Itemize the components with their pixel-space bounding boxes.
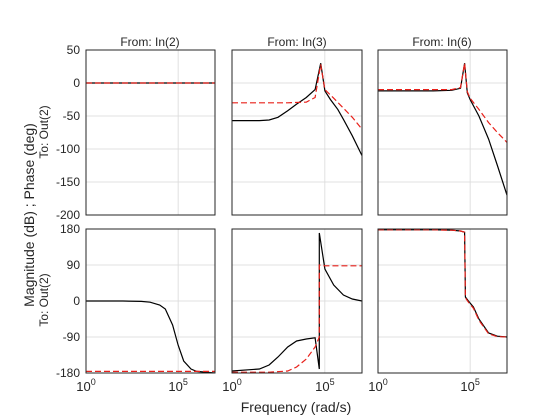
y-tick-label: 50 (67, 43, 81, 57)
series-line-dashed (378, 63, 507, 143)
panel-border (231, 228, 363, 374)
y-tick-label: -150 (56, 175, 80, 189)
y-tick-label: -200 (56, 208, 80, 222)
column-title-1: From: In(2) (120, 35, 179, 49)
x-tick-label: 100 (222, 377, 241, 394)
panel-phase-2: 100 105 (222, 228, 363, 394)
row-title-magnitude: To: Out(2) (37, 105, 51, 158)
panel-border (85, 228, 216, 374)
panel-magnitude-3 (377, 49, 508, 216)
series-group (232, 63, 362, 156)
x-axis-label: Frequency (rad/s) (241, 399, 351, 415)
series-line-solid (232, 232, 362, 372)
column-title-2: From: In(3) (267, 35, 326, 49)
panel-border (377, 228, 508, 374)
y-axis-label: Magnitude (dB) ; Phase (deg) (21, 123, 37, 307)
y-tick-label: 0 (73, 76, 80, 90)
y-tick-label: 0 (73, 294, 80, 308)
panel-magnitude-2 (231, 49, 363, 216)
x-tick-label: 105 (460, 377, 479, 394)
panel-magnitude-1: 50 0 -50 -100 -150 -200 (56, 43, 216, 222)
panel-frame (85, 49, 216, 216)
x-tick-label: 100 (76, 377, 95, 394)
series-group (232, 232, 362, 373)
x-tick-label: 105 (168, 377, 187, 394)
x-tick-label: 100 (368, 377, 387, 394)
panel-border (85, 49, 216, 216)
y-tick-label: -100 (56, 142, 80, 156)
y-tick-label: -90 (63, 330, 81, 344)
series-line-dashed (232, 64, 362, 130)
y-tick-label: 180 (60, 222, 80, 236)
series-group (378, 63, 507, 196)
series-line-solid (86, 300, 215, 373)
panel-frame (377, 49, 508, 216)
y-tick-label: 90 (67, 258, 81, 272)
column-title-3: From: In(6) (412, 35, 471, 49)
panel-phase-3: 100 105 (368, 228, 508, 394)
panel-frame (231, 49, 363, 216)
series-line-solid (232, 63, 362, 156)
y-tick-label: -180 (56, 366, 80, 380)
series-group (86, 300, 215, 373)
series-line-dashed (378, 229, 507, 338)
y-tick-label: -50 (63, 109, 81, 123)
row-title-phase: To: Out(2) (37, 273, 51, 326)
panel-border (231, 49, 363, 216)
series-line-dashed (232, 264, 362, 373)
series-group (378, 229, 507, 338)
x-tick-label: 105 (315, 377, 334, 394)
panel-border (377, 49, 508, 216)
